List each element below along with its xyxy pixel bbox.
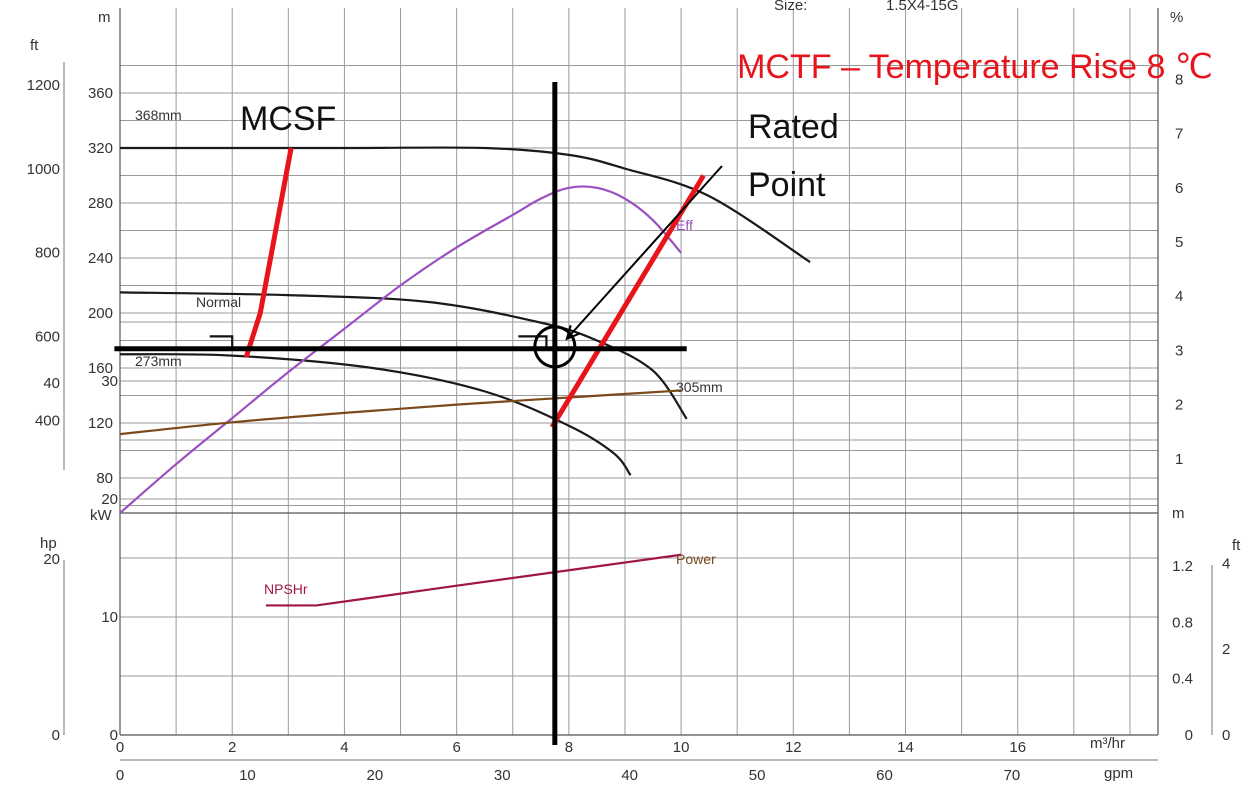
tick-label-flow-gpm: 60 <box>876 767 893 784</box>
tick-label-npsh-m: 1.2 <box>1172 558 1193 575</box>
tick-label-head-m: 80 <box>96 470 113 487</box>
tick-label-head-m: 280 <box>88 195 113 212</box>
tick-label-npsh-ft: 4 <box>1222 555 1230 572</box>
tick-label-npsh-ft: 2 <box>1222 641 1230 658</box>
npshr-label: NPSHr <box>264 581 308 597</box>
size-label: Size: <box>774 0 807 14</box>
tick-label-head-ft: 400 <box>35 412 60 429</box>
normal-label: Normal <box>196 294 241 310</box>
tick-label-flow-m3hr: 10 <box>673 739 690 756</box>
mcsf-label: MCSF <box>240 100 336 138</box>
tick-label-head-ft: 800 <box>35 245 60 262</box>
tick-label-flow-gpm: 10 <box>239 767 256 784</box>
tick-label-eff-pct: 2 <box>1175 397 1183 414</box>
mcsf-line <box>243 147 294 358</box>
size-value: 1.5X4-15G <box>886 0 959 14</box>
unit-npsh-ft: ft <box>1232 537 1241 554</box>
tick-label-eff-pct: 8 <box>1175 71 1183 88</box>
unit-flow-m3hr: m³/hr <box>1090 735 1125 752</box>
tick-label-power-kw: 0 <box>110 727 118 744</box>
tick-label-power-hp: 40 <box>43 375 60 392</box>
unit-power-hp: hp <box>40 535 57 552</box>
tick-label-power-kw: 20 <box>101 491 118 508</box>
tick-label-head-m: 320 <box>88 140 113 157</box>
head-curve-label: 273mm <box>135 353 182 369</box>
tick-label-power-hp: 0 <box>52 727 60 744</box>
rated-point-arrow <box>566 165 723 340</box>
mctf-line <box>549 174 706 429</box>
tick-label-flow-gpm: 40 <box>621 767 638 784</box>
tick-label-npsh-m: 0 <box>1185 727 1193 744</box>
chart-axes <box>63 8 1213 761</box>
tick-label-head-m: 160 <box>88 360 113 377</box>
unit-flow-gpm: gpm <box>1104 765 1133 782</box>
tick-label-head-m: 360 <box>88 85 113 102</box>
rated-point-label-line1: Rated <box>748 108 839 146</box>
tick-label-head-ft: 600 <box>35 329 60 346</box>
tick-label-flow-m3hr: 8 <box>565 739 573 756</box>
tick-label-npsh-m: 0.8 <box>1172 614 1193 631</box>
unit-power-kw: kW <box>90 507 113 524</box>
power-curve <box>119 389 682 436</box>
tick-label-flow-m3hr: 16 <box>1009 739 1026 756</box>
tick-label-head-ft: 1200 <box>27 77 60 94</box>
head-curve-label: 305mm <box>676 379 723 395</box>
tick-label-flow-m3hr: 0 <box>116 739 124 756</box>
tick-label-flow-gpm: 30 <box>494 767 511 784</box>
tick-label-flow-gpm: 70 <box>1004 767 1021 784</box>
chart-curves: 368mm 305mm 273mm Eff Power NPSHr Normal <box>119 107 811 607</box>
chart-tick-labels: 8012016020024028032036040060080010001200… <box>27 71 1231 784</box>
rated-point-arrowhead <box>565 325 581 341</box>
tick-label-head-ft: 1000 <box>27 161 60 178</box>
tick-label-eff-pct: 7 <box>1175 126 1183 143</box>
tick-label-power-kw: 10 <box>101 609 118 626</box>
tick-label-eff-pct: 6 <box>1175 180 1183 197</box>
tick-label-npsh-m: 0.4 <box>1172 671 1193 688</box>
chart-annotations: MCSF MCTF – Temperature Rise 8 ℃ Rated Poin… <box>114 48 1213 745</box>
power-label: Power <box>676 551 716 567</box>
unit-head-ft: ft <box>30 37 39 54</box>
tick-label-head-m: 200 <box>88 305 113 322</box>
efficiency-curve <box>119 185 682 514</box>
tick-label-power-kw: 30 <box>101 373 118 390</box>
tick-label-flow-m3hr: 12 <box>785 739 802 756</box>
tick-label-eff-pct: 3 <box>1175 342 1183 359</box>
chart-grid <box>120 8 1158 735</box>
unit-eff-pct: % <box>1170 9 1183 26</box>
tick-label-head-m: 240 <box>88 250 113 267</box>
tick-label-flow-m3hr: 14 <box>897 739 914 756</box>
head-curve-label: 368mm <box>135 107 182 123</box>
tick-label-flow-gpm: 50 <box>749 767 766 784</box>
tick-label-npsh-ft: 0 <box>1222 727 1230 744</box>
npshr-curve <box>265 553 682 607</box>
head-curve-273mm <box>119 353 632 476</box>
unit-npsh-m: m <box>1172 505 1185 522</box>
tick-label-flow-m3hr: 6 <box>452 739 460 756</box>
tick-label-eff-pct: 1 <box>1175 451 1183 468</box>
tick-label-head-m: 120 <box>88 415 113 432</box>
efficiency-label: Eff <box>676 217 693 233</box>
mctf-label: MCTF – Temperature Rise 8 ℃ <box>737 48 1213 86</box>
tick-label-eff-pct: 5 <box>1175 234 1183 251</box>
unit-head-m: m <box>98 9 111 26</box>
tick-label-eff-pct: 4 <box>1175 288 1183 305</box>
tick-label-flow-gpm: 20 <box>366 767 383 784</box>
rated-point-circle <box>533 325 577 369</box>
head-curve-368mm <box>120 146 811 264</box>
rated-point-label-line2: Point <box>748 166 826 204</box>
tick-label-flow-m3hr: 2 <box>228 739 236 756</box>
tick-label-power-hp: 20 <box>43 551 60 568</box>
tick-label-flow-gpm: 0 <box>116 767 124 784</box>
tick-label-flow-m3hr: 4 <box>340 739 348 756</box>
